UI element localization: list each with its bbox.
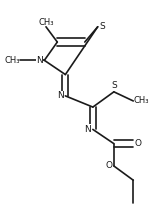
Text: N: N bbox=[36, 56, 43, 65]
Text: S: S bbox=[111, 81, 117, 90]
Text: S: S bbox=[99, 22, 105, 31]
Text: O: O bbox=[135, 139, 142, 148]
Text: CH₃: CH₃ bbox=[38, 18, 54, 27]
Text: CH₃: CH₃ bbox=[5, 56, 20, 65]
Text: N: N bbox=[57, 91, 64, 100]
Text: CH₃: CH₃ bbox=[133, 96, 149, 105]
Text: O: O bbox=[105, 162, 112, 171]
Text: N: N bbox=[85, 125, 91, 134]
